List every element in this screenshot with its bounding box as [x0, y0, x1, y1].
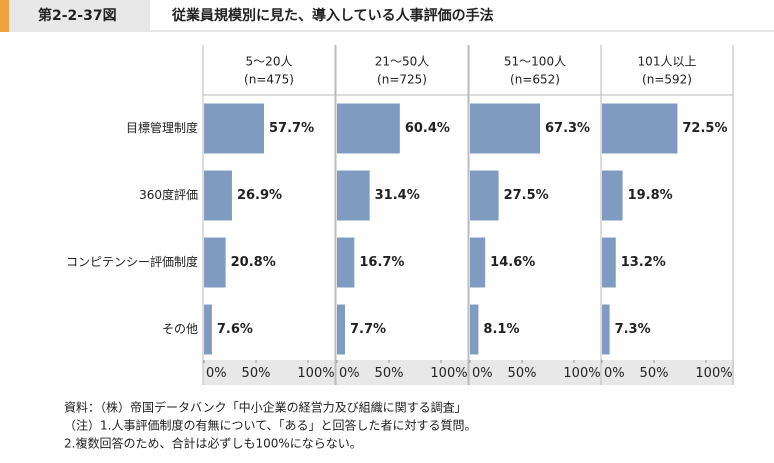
panel-title: 101人以上 — [638, 55, 697, 69]
x-tick-label: 0% — [472, 366, 493, 381]
x-tick-label: 0% — [339, 366, 360, 381]
x-tick-label: 100% — [297, 366, 334, 381]
bar — [204, 304, 212, 355]
value-label: 16.7% — [359, 255, 404, 270]
bar — [602, 103, 678, 154]
value-label: 60.4% — [405, 121, 450, 136]
bar — [337, 304, 346, 355]
x-tick-label: 0% — [206, 366, 227, 381]
value-label: 57.7% — [269, 121, 314, 136]
value-label: 31.4% — [375, 188, 420, 203]
panel-subtitle: (n=475) — [244, 73, 294, 87]
note: 2.複数回答のため、合計は必ずしも100%にならない。 — [64, 436, 362, 451]
value-label: 19.8% — [628, 188, 673, 203]
bar — [470, 304, 479, 355]
bar — [470, 170, 499, 221]
chart-title: 従業員規模別に見た、導入している人事評価の手法 — [171, 7, 494, 24]
value-label: 26.9% — [237, 188, 282, 203]
x-tick-label: 0% — [604, 366, 625, 381]
value-label: 20.8% — [231, 255, 276, 270]
x-tick-label: 100% — [563, 366, 600, 381]
panel-title: 51～100人 — [504, 55, 566, 69]
bar — [337, 170, 370, 221]
x-tick-label: 50% — [508, 366, 537, 381]
bar — [204, 103, 265, 154]
panel-subtitle: (n=592) — [642, 73, 692, 87]
x-tick-label: 50% — [640, 366, 669, 381]
bar — [337, 237, 355, 288]
accent — [0, 0, 9, 32]
note: （注）1.人事評価制度の有無について、「ある」と回答した者に対する質問。 — [64, 418, 477, 433]
bar — [602, 237, 616, 288]
bar — [470, 237, 486, 288]
value-label: 27.5% — [504, 188, 549, 203]
value-label: 14.6% — [490, 255, 535, 270]
value-label: 7.7% — [350, 322, 386, 337]
category-label: その他 — [162, 322, 198, 336]
x-tick-label: 50% — [375, 366, 404, 381]
value-label: 13.2% — [621, 255, 666, 270]
bar — [602, 170, 623, 221]
bar — [204, 237, 226, 288]
panel-subtitle: (n=725) — [377, 73, 427, 87]
category-label: 目標管理制度 — [126, 120, 198, 135]
value-label: 8.1% — [483, 322, 519, 337]
category-label: コンピテンシー評価制度 — [66, 254, 198, 269]
figure-label: 第2-2-37図 — [38, 7, 117, 24]
value-label: 72.5% — [682, 121, 727, 136]
category-label: 360度評価 — [139, 187, 198, 202]
x-tick-label: 100% — [430, 366, 467, 381]
note: 資料：（株）帝国データバンク「中小企業の経営力及び組織に関する調査」 — [64, 400, 467, 415]
x-tick-label: 100% — [695, 366, 732, 381]
bar — [337, 103, 400, 154]
bar — [470, 103, 540, 154]
bar — [204, 170, 232, 221]
panel-subtitle: (n=652) — [510, 73, 560, 87]
value-label: 7.3% — [615, 322, 651, 337]
panel-title: 21～50人 — [375, 55, 430, 69]
panel-title: 5～20人 — [246, 55, 293, 69]
x-tick-label: 50% — [242, 366, 271, 381]
value-label: 7.6% — [217, 322, 253, 337]
label-box — [9, 0, 150, 32]
value-label: 67.3% — [545, 121, 590, 136]
bar — [602, 304, 610, 355]
